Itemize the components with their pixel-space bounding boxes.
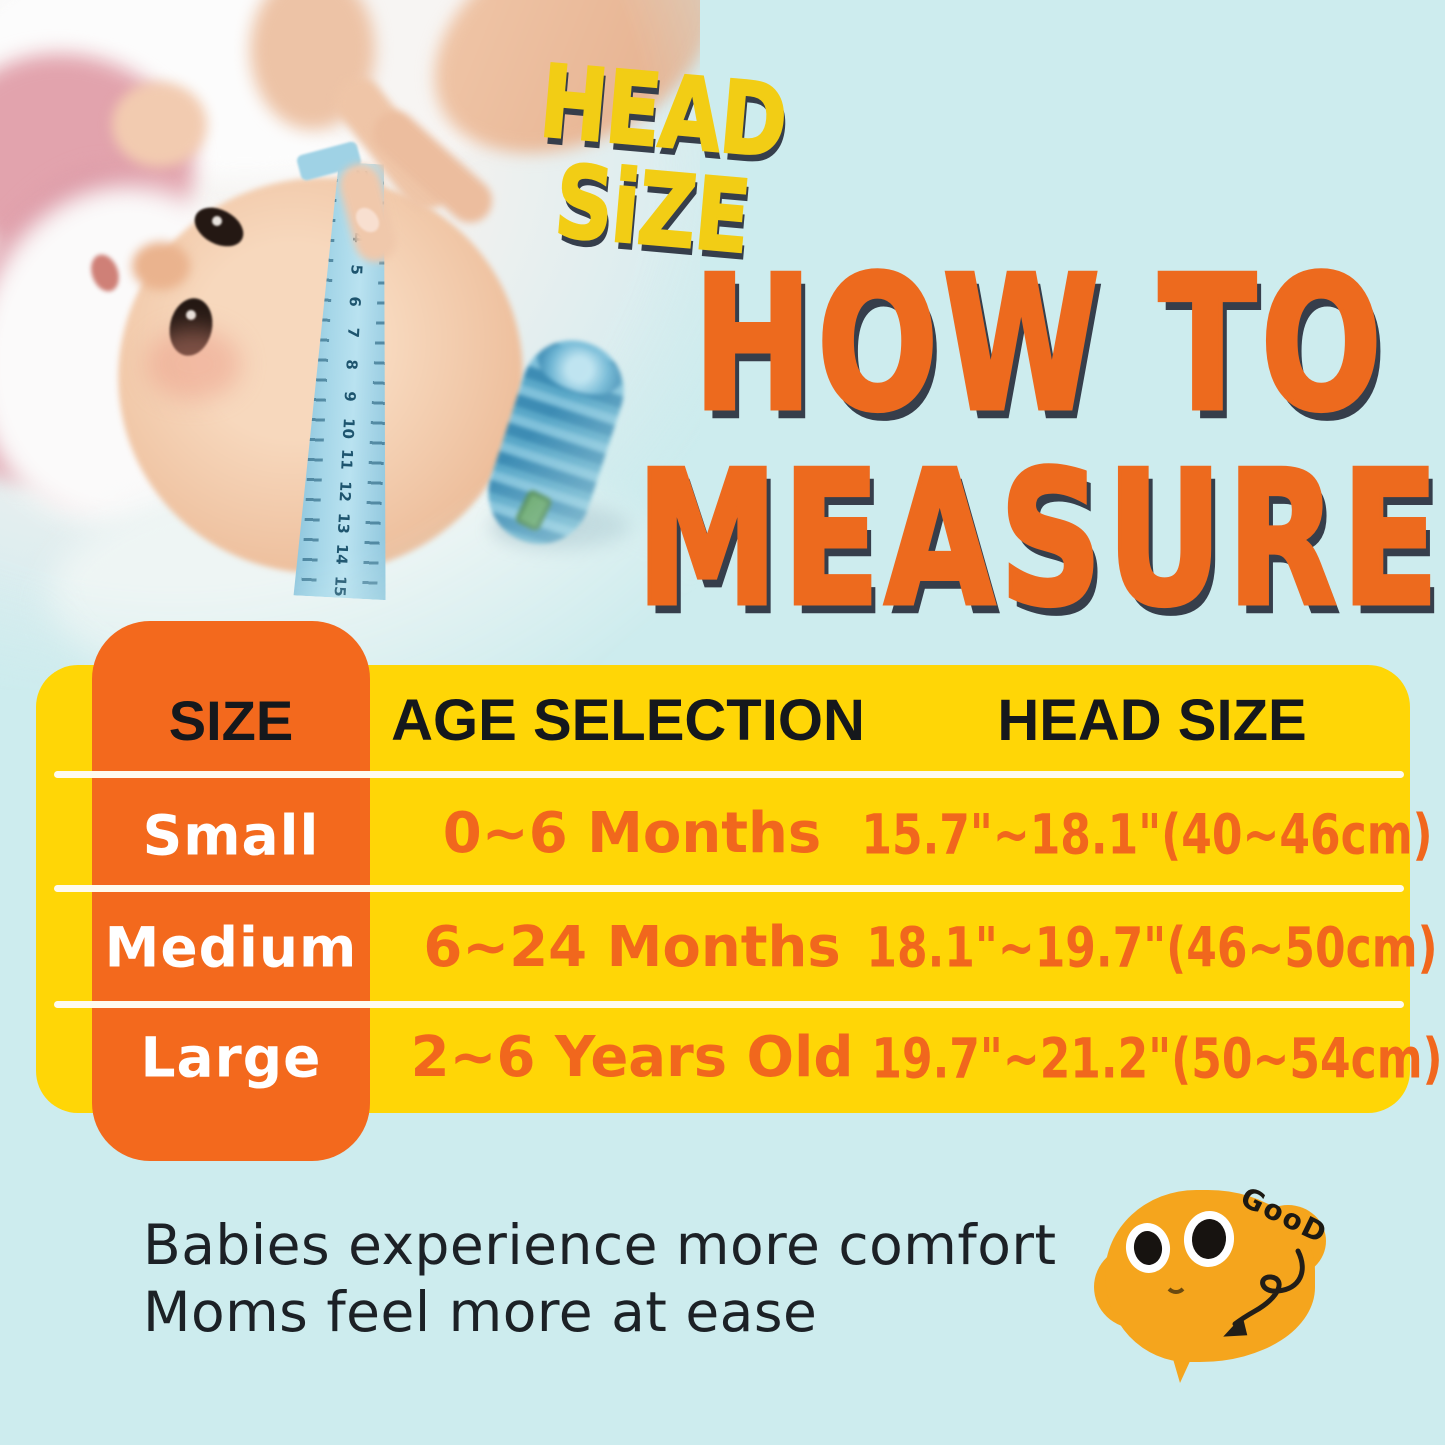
table-row-large-age: 2~6 Years Old bbox=[410, 1025, 854, 1090]
table-row-small-age: 0~6 Months bbox=[442, 801, 822, 866]
footer-text: Babies experience more comfort Moms feel… bbox=[143, 1212, 1057, 1346]
tape-number: 12 bbox=[335, 480, 355, 503]
main-title: HOW TO MEASURE bbox=[634, 237, 1445, 648]
title-line2: MEASURE bbox=[634, 432, 1444, 648]
baby-cheek-blush bbox=[146, 328, 241, 400]
tape-number: 15 bbox=[330, 575, 350, 598]
baby-nose bbox=[132, 242, 190, 290]
table-row-large-label: Large bbox=[140, 1025, 322, 1090]
table-row-small-head-size: 15.7"~18.1"(40~46cm) bbox=[861, 803, 1433, 868]
title-line1: HOW TO bbox=[691, 237, 1387, 453]
baby-measuring-photo: 2 3 4 5 6 7 8 9 10 11 12 13 14 15 bbox=[0, 0, 755, 720]
footer-line1: Babies experience more comfort bbox=[143, 1213, 1057, 1277]
tape-number: 7 bbox=[343, 327, 363, 339]
column-header-size: SIZE bbox=[168, 689, 294, 752]
eye-glint bbox=[212, 216, 222, 226]
table-divider bbox=[54, 771, 1404, 778]
column-header-age-selection: AGE SELECTION bbox=[391, 688, 865, 753]
footer-line2: Moms feel more at ease bbox=[143, 1280, 818, 1344]
table-row-medium-age: 6~24 Months bbox=[423, 915, 841, 980]
eye-glint bbox=[186, 310, 196, 320]
tape-number: 11 bbox=[336, 448, 356, 471]
tape-number: 10 bbox=[338, 417, 358, 439]
tape-number: 6 bbox=[345, 295, 364, 308]
table-row-large-head-size: 19.7"~21.2"(50~54cm) bbox=[871, 1027, 1443, 1092]
table-row-medium-label: Medium bbox=[104, 915, 358, 980]
table-divider bbox=[54, 885, 1404, 892]
table-row-small-label: Small bbox=[142, 803, 320, 868]
tape-number: 8 bbox=[342, 358, 361, 371]
tape-number: 14 bbox=[331, 543, 351, 566]
column-header-head-size: HEAD SIZE bbox=[997, 688, 1307, 753]
tape-number: 5 bbox=[347, 264, 366, 276]
curly-arrow-icon bbox=[1223, 1248, 1305, 1337]
tape-number: 9 bbox=[340, 390, 359, 402]
baby-hand bbox=[112, 82, 207, 167]
table-divider bbox=[54, 1001, 1404, 1008]
mascot-smile bbox=[1164, 1281, 1188, 1294]
mascot-good-blob: GooD bbox=[1094, 1180, 1430, 1395]
table-row-medium-head-size: 18.1"~19.7"(46~50cm) bbox=[866, 916, 1438, 981]
tape-number: 13 bbox=[333, 511, 353, 534]
